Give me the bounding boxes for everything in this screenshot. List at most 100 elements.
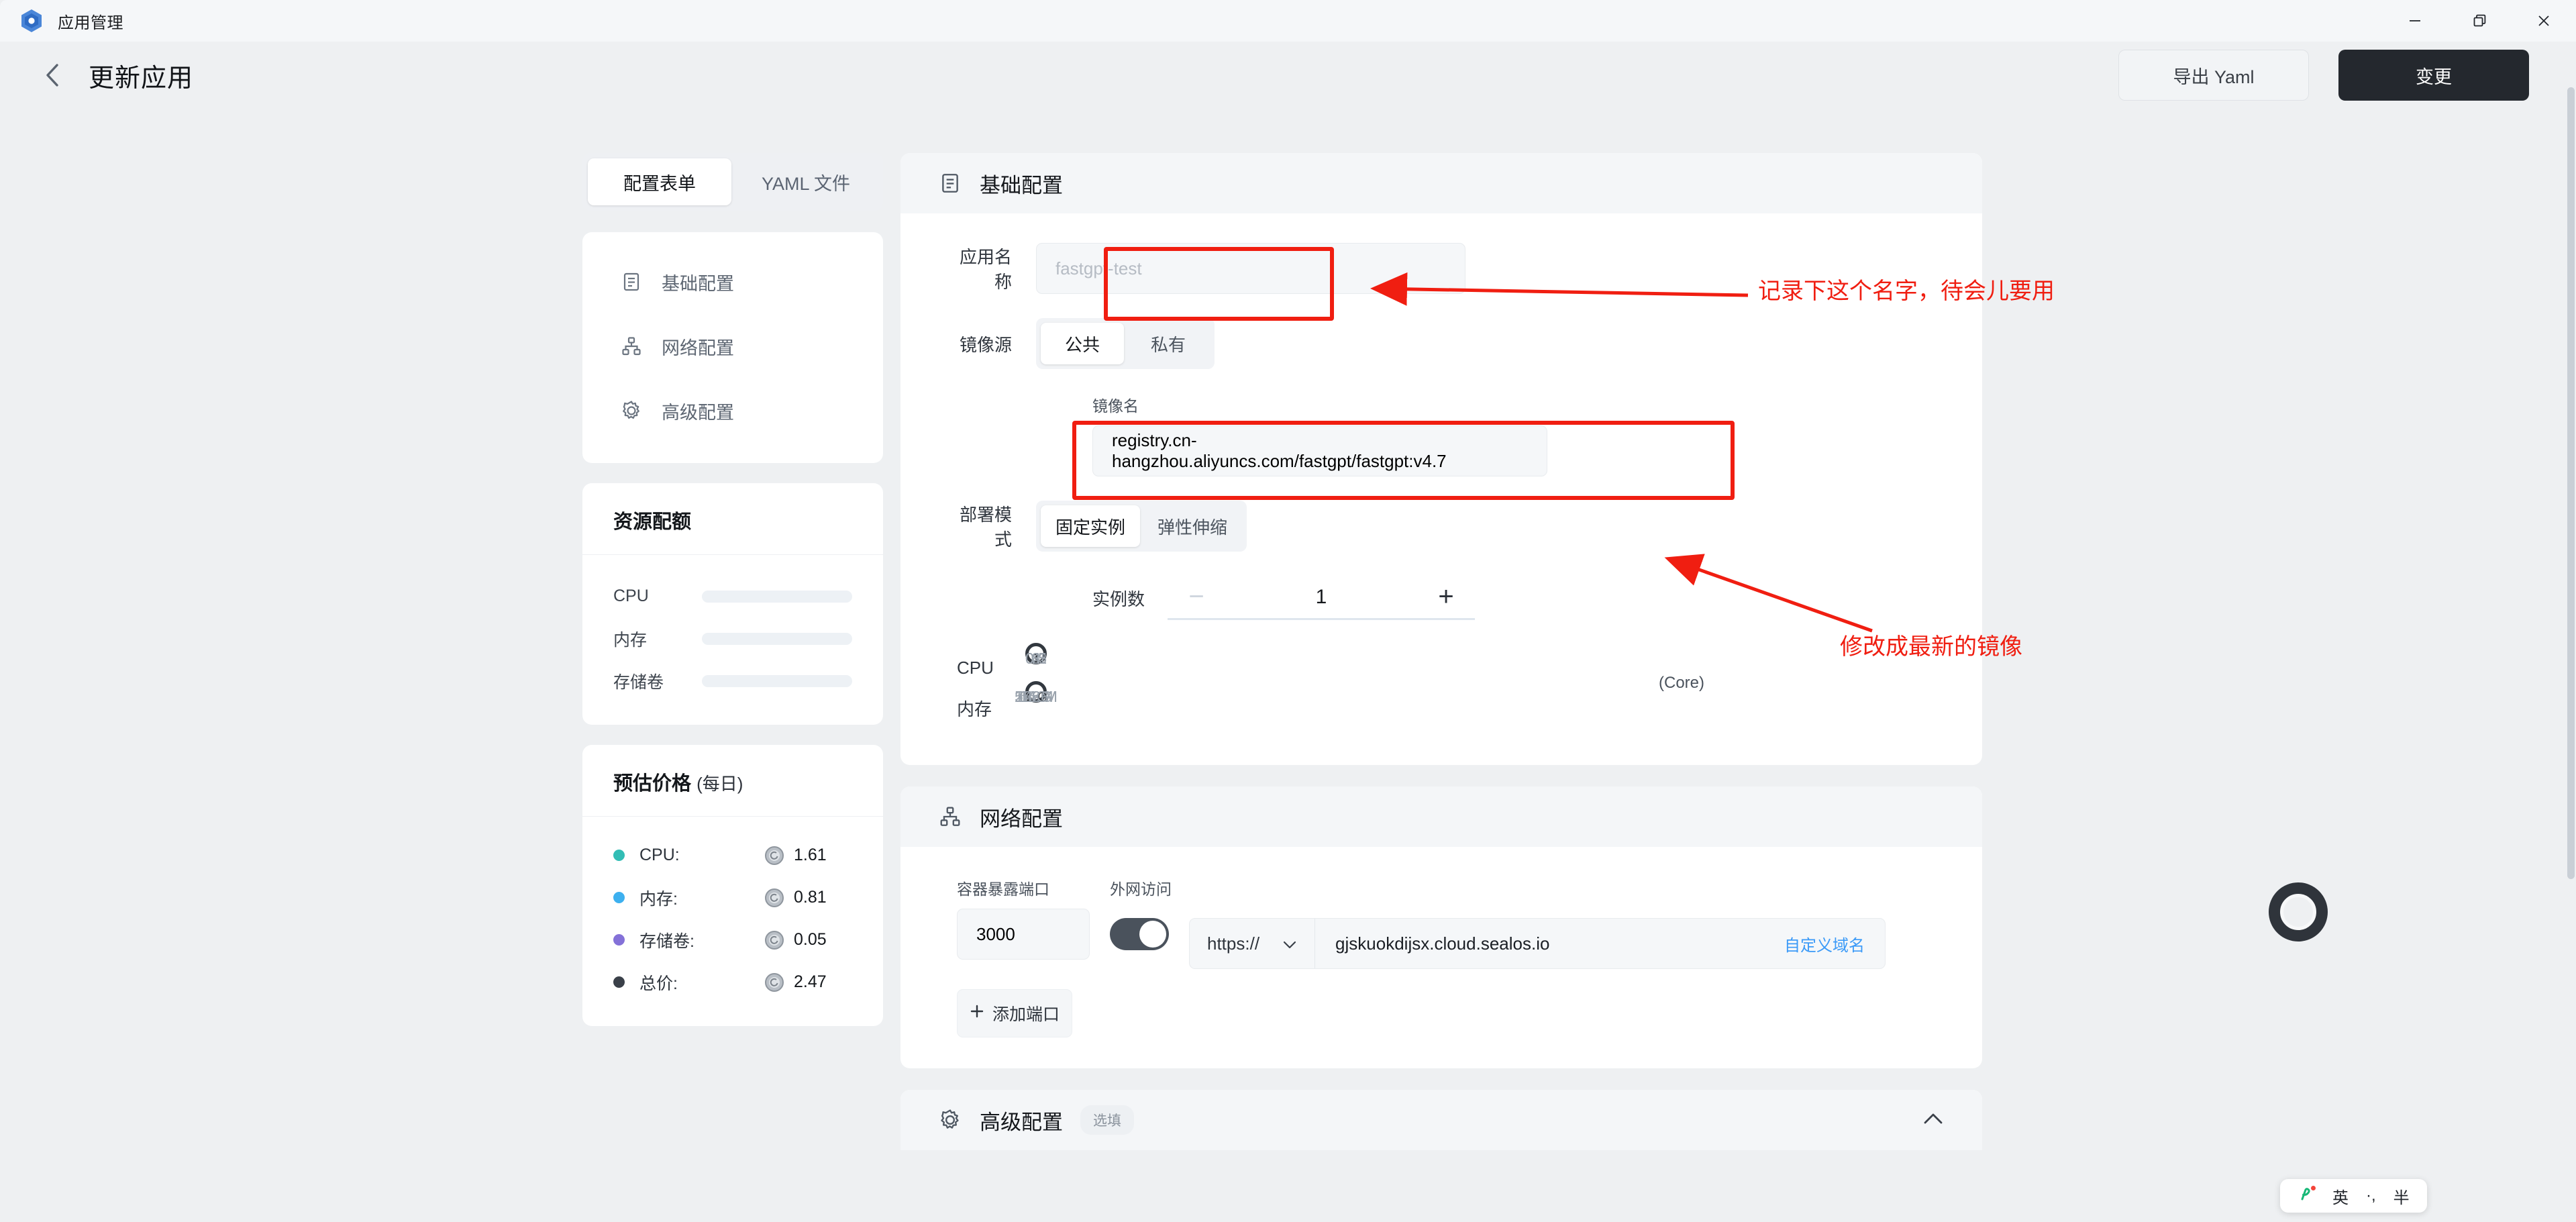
image-source-private[interactable]: 私有 (1150, 334, 1186, 355)
image-source-public[interactable]: 公共 (1041, 323, 1124, 364)
instance-decrement-button[interactable]: − (1188, 582, 1204, 611)
image-name-group: 镜像名 registry.cn-hangzhou.aliyuncs.com/fa… (900, 393, 1982, 476)
slider-tick-label[interactable]: 16 G (1019, 688, 1053, 705)
slider-tick-label[interactable]: 2 (1031, 650, 1041, 667)
image-name-label: 镜像名 (1092, 397, 1139, 415)
quota-track (702, 590, 852, 603)
coin-icon (764, 888, 784, 908)
domain-input[interactable]: gjskuokdijsx.cloud.sealos.io (1335, 933, 1550, 954)
image-source-label: 镜像源 (959, 334, 1012, 355)
sidebar-item-label: 基础配置 (662, 273, 734, 294)
cpu-slider-row: CPU 0.1 0.2 0.5 1 2 3 4 8 (Core) (900, 643, 1982, 692)
network-labels-row: 容器暴露端口 外网访问 (900, 876, 1982, 909)
public-access-label: 外网访问 (1110, 880, 1172, 898)
sidebar-nav: 基础配置 网络配置 高级配置 (582, 232, 883, 463)
app-title: 应用管理 (58, 13, 123, 32)
quota-label: 内存 (613, 630, 648, 650)
price-color-dot (613, 850, 625, 861)
custom-domain-link[interactable]: 自定义域名 (1784, 936, 1865, 955)
scrollbar-thumb[interactable] (2567, 87, 2575, 879)
window-titlebar: 应用管理 (0, 0, 2576, 42)
ime-logo-icon (2298, 1185, 2316, 1207)
restore-button[interactable] (2447, 0, 2512, 42)
port-input[interactable]: 3000 (957, 909, 1090, 960)
slider-tick-label[interactable]: 0.5 (1025, 650, 1047, 667)
instance-increment-button[interactable]: + (1438, 582, 1454, 611)
cpu-unit-label: (Core) (1659, 674, 1705, 692)
instance-count-label: 实例数 (1092, 589, 1145, 609)
tab-config-form[interactable]: 配置表单 (588, 158, 731, 205)
public-access-toggle[interactable] (1110, 918, 1169, 950)
slider-tick-label[interactable]: 1 G (1023, 688, 1049, 705)
ime-punctuation-button[interactable]: ·, (2366, 1186, 2376, 1205)
sidebar-item-basic-config[interactable]: 基础配置 (582, 250, 883, 314)
tab-yaml-file[interactable]: YAML 文件 (761, 173, 851, 194)
slider-tick-label[interactable]: 2 G (1023, 688, 1049, 705)
price-title-main: 预估价格 (613, 773, 692, 795)
price-label: CPU: (639, 846, 680, 864)
instance-count-value[interactable]: 1 (1315, 585, 1327, 608)
toggle-knob (1139, 921, 1166, 948)
config-tabbar: 配置表单 YAML 文件 (582, 153, 883, 211)
deploy-mode-fixed[interactable]: 固定实例 (1041, 505, 1141, 547)
add-port-button[interactable]: 添加端口 (957, 989, 1072, 1037)
slider-tick-label[interactable]: 1 (1031, 650, 1041, 667)
coin-icon (764, 930, 784, 950)
memory-label: 内存 (957, 699, 992, 719)
image-source-segmented: 公共 私有 (1036, 318, 1215, 369)
sidebar-item-label: 高级配置 (662, 402, 734, 423)
price-label: 存储卷: (639, 931, 694, 951)
slider-tick-label[interactable]: 4 (1031, 650, 1041, 667)
page-header: 更新应用 导出 Yaml 变更 (0, 42, 2576, 109)
ime-status-bar: 英 ·, 半 (2280, 1179, 2427, 1213)
network-fields-row: 3000 https:// gjskuokdijsx.cloud.sealos.… (900, 909, 1982, 969)
slider-tick-label[interactable]: 4 G (1023, 688, 1049, 705)
estimated-price-panel: 预估价格 (每日) CPU: 1.61 内存: 0.81 存储卷: 0.05 总价: 2.47 (582, 745, 883, 1026)
main-content: 基础配置 应用名称 fastgpt-test 镜像源 公共 私有 镜像名 reg… (900, 153, 1982, 1172)
advanced-config-header[interactable]: 高级配置 选填 (900, 1090, 1982, 1150)
chevron-up-icon[interactable] (1922, 1111, 1945, 1129)
chevron-down-icon (1282, 933, 1297, 954)
image-source-row: 镜像源 公共 私有 (900, 318, 1982, 369)
cpu-slider-thumb[interactable] (1025, 643, 1047, 664)
slider-tick-label[interactable]: 128 M (1015, 688, 1058, 705)
coin-icon (764, 972, 784, 992)
ime-width-button[interactable]: 半 (2393, 1188, 2410, 1207)
quota-row: 内存 (613, 617, 852, 660)
image-name-input[interactable]: registry.cn-hangzhou.aliyuncs.com/fastgp… (1092, 425, 1547, 476)
deploy-mode-elastic[interactable]: 弹性伸缩 (1157, 517, 1228, 538)
slider-tick-label[interactable]: 512 M (1015, 688, 1058, 705)
section-title: 网络配置 (980, 807, 1063, 831)
protocol-select[interactable]: https:// (1190, 919, 1316, 968)
change-button[interactable]: 变更 (2338, 50, 2529, 101)
app-name-input[interactable]: fastgpt-test (1036, 243, 1465, 294)
back-icon[interactable] (39, 61, 67, 89)
price-color-dot (613, 934, 625, 946)
export-yaml-button[interactable]: 导出 Yaml (2118, 50, 2309, 101)
document-icon (620, 270, 643, 293)
optional-badge: 选填 (1080, 1105, 1134, 1135)
instance-count-stepper: − 1 + (1168, 576, 1476, 620)
slider-tick-label[interactable]: 64 M (1019, 688, 1053, 705)
quota-row: 存储卷 (613, 660, 852, 702)
minimize-button[interactable] (2383, 0, 2447, 42)
section-title: 高级配置 (980, 1110, 1063, 1134)
slider-tick-label[interactable]: 0.1 (1025, 650, 1047, 667)
sidebar-item-network-config[interactable]: 网络配置 (582, 314, 883, 378)
document-icon (938, 171, 962, 195)
slider-tick-label[interactable]: 8 (1031, 650, 1041, 667)
price-label: 总价: (639, 974, 678, 993)
slider-tick-label[interactable]: 8 G (1023, 688, 1049, 705)
domain-bar: https:// gjskuokdijsx.cloud.sealos.io 自定… (1189, 918, 1886, 969)
close-button[interactable] (2512, 0, 2576, 42)
cursor-ring-indicator (2269, 882, 2328, 941)
slider-tick-label[interactable]: 0.2 (1025, 650, 1047, 667)
quota-row: CPU (613, 575, 852, 617)
slider-tick-label[interactable]: 256 M (1015, 688, 1058, 705)
slider-tick-label[interactable]: 3 (1031, 650, 1041, 667)
sidebar-item-advanced-config[interactable]: 高级配置 (582, 378, 883, 443)
ime-language-button[interactable]: 英 (2332, 1188, 2349, 1207)
memory-slider-thumb[interactable] (1025, 681, 1047, 703)
price-value: 0.81 (794, 888, 827, 907)
